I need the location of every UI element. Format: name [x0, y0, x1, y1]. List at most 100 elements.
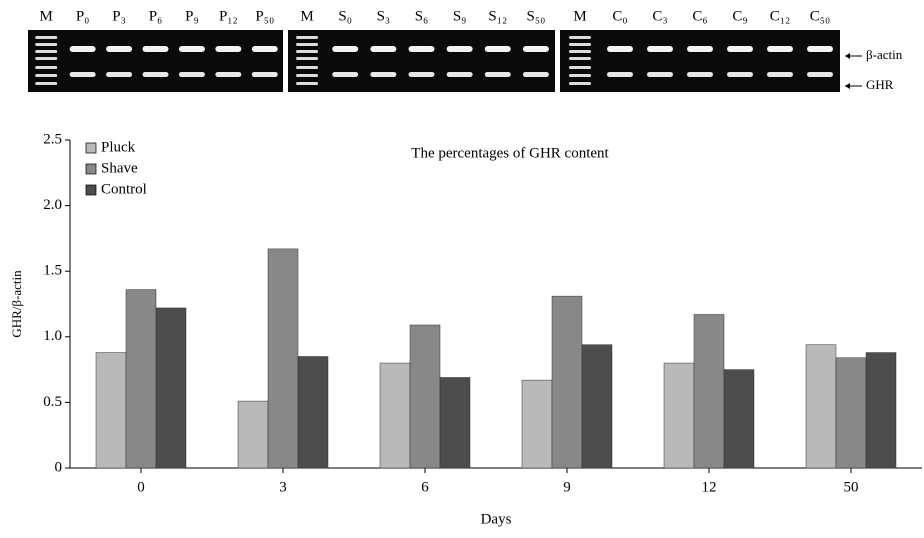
bar [805, 344, 837, 469]
lane-label: S₀ [338, 8, 352, 24]
gel-panel [288, 30, 555, 92]
bar [581, 344, 613, 469]
ladder-band [296, 36, 319, 39]
ladder-band [35, 43, 58, 46]
bar [125, 289, 157, 469]
ghr-band [687, 72, 713, 77]
ghr-band [69, 72, 96, 77]
x-tick-label: 9 [563, 479, 571, 495]
arrow-head [845, 53, 850, 59]
lane-label: C₉ [732, 8, 747, 24]
ghr-band [727, 72, 753, 77]
bar [835, 357, 867, 469]
x-tick-label: 50 [844, 479, 859, 495]
y-tick-label: 1.5 [43, 263, 62, 279]
actin-band [522, 46, 549, 52]
lane-label: P₁₂ [219, 8, 238, 24]
y-axis-label: GHR/β-actin [9, 270, 24, 338]
lane-label: S₉ [453, 8, 467, 24]
actin-band [767, 46, 793, 52]
bar [297, 356, 329, 469]
ladder-band [569, 74, 591, 77]
ladder-band [569, 50, 591, 53]
ladder-band [35, 36, 58, 39]
lane-label: S₁₂ [488, 8, 507, 24]
ladder-band [296, 50, 319, 53]
ladder-band [35, 57, 58, 60]
ghr-band [332, 72, 359, 77]
bar [693, 314, 725, 469]
bar [267, 248, 299, 469]
ladder-band [35, 50, 58, 53]
ghr-band [251, 72, 278, 77]
band-label: GHR [866, 77, 894, 92]
actin-band [687, 46, 713, 52]
lane-label: P₆ [149, 8, 163, 24]
y-tick-label: 2.0 [43, 197, 62, 213]
actin-band [607, 46, 633, 52]
ghr-band [767, 72, 793, 77]
ladder-band [569, 57, 591, 60]
ghr-band [142, 72, 169, 77]
gel-panel [28, 30, 283, 92]
bar [379, 362, 411, 469]
ladder-band [569, 82, 591, 85]
bar [723, 369, 755, 469]
bar [409, 324, 441, 469]
bar [155, 307, 187, 469]
ghr-band [106, 72, 133, 77]
lane-label: S₅₀ [527, 8, 546, 24]
chart-title: The percentages of GHR content [411, 145, 609, 161]
y-tick-label: 1.0 [43, 328, 62, 344]
ladder-band [296, 57, 319, 60]
actin-band [69, 46, 96, 52]
bar [865, 352, 897, 469]
bar [95, 352, 127, 469]
y-tick-label: 0 [55, 459, 63, 475]
y-tick-label: 2.5 [43, 131, 62, 147]
x-tick-label: 6 [421, 479, 429, 495]
ladder-band [296, 82, 319, 85]
x-axis-label: Days [481, 511, 512, 527]
lane-label: P₃ [112, 8, 126, 24]
ladder-band [35, 82, 58, 85]
bar [237, 400, 269, 469]
actin-band [807, 46, 833, 52]
legend-swatch [85, 184, 97, 196]
ladder-band [569, 36, 591, 39]
actin-band [106, 46, 133, 52]
lane-label: C₁₂ [770, 8, 790, 24]
ghr-band [807, 72, 833, 77]
gel-panel [560, 30, 840, 92]
bar [439, 377, 471, 469]
actin-band [142, 46, 169, 52]
ghr-band [370, 72, 397, 77]
actin-band [484, 46, 511, 52]
ladder-band [569, 43, 591, 46]
legend-label: Shave [101, 160, 138, 176]
actin-band [446, 46, 473, 52]
lane-label: C₆ [692, 8, 707, 24]
lane-label: C₃ [652, 8, 667, 24]
bar [521, 379, 553, 469]
actin-band [215, 46, 242, 52]
ghr-band [522, 72, 549, 77]
lane-label: C₅₀ [810, 8, 830, 24]
bar [551, 295, 583, 469]
ladder-band [296, 43, 319, 46]
actin-band [370, 46, 397, 52]
bar [663, 362, 695, 469]
ghr-band [215, 72, 242, 77]
actin-band [408, 46, 435, 52]
lane-label: P₀ [76, 8, 90, 24]
ghr-band [446, 72, 473, 77]
lane-label: M [40, 8, 53, 24]
actin-band [727, 46, 753, 52]
ghr-band [607, 72, 633, 77]
y-tick-label: 0.5 [43, 394, 62, 410]
ghr-band [484, 72, 511, 77]
x-tick-label: 3 [279, 479, 287, 495]
lane-label: M [573, 8, 586, 24]
ladder-band [35, 74, 58, 77]
